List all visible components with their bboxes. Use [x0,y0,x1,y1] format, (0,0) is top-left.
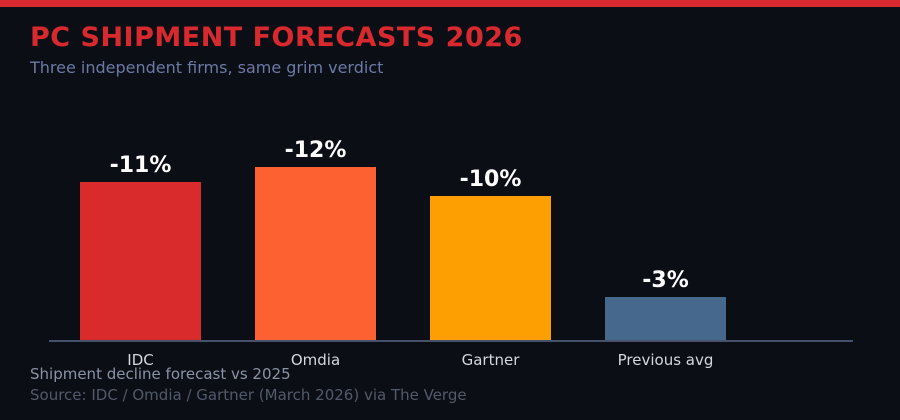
footer-source: Source: IDC / Omdia / Gartner (March 202… [30,386,467,404]
value-label-idc: -11% [109,152,172,178]
bar-previous-avg [605,296,726,340]
category-label-gartner: Gartner [461,351,520,369]
bar-idc [80,181,201,340]
category-label-previous-avg: Previous avg [617,351,714,369]
value-label-gartner: -10% [459,167,522,192]
top-accent-bar [0,0,900,7]
footer-note: Shipment decline forecast vs 2025 [30,365,291,383]
page-subtitle: Three independent firms, same grim verdi… [30,58,384,77]
bar-omdia [255,167,376,340]
x-axis-line [49,340,853,342]
category-label-idc: IDC [127,351,154,369]
bar-gartner [430,196,551,340]
page-title: PC SHIPMENT FORECASTS 2026 [30,22,523,53]
category-label-omdia: Omdia [290,351,341,369]
value-label-omdia: -12% [284,138,347,164]
value-label-previous-avg: -3% [642,267,689,293]
